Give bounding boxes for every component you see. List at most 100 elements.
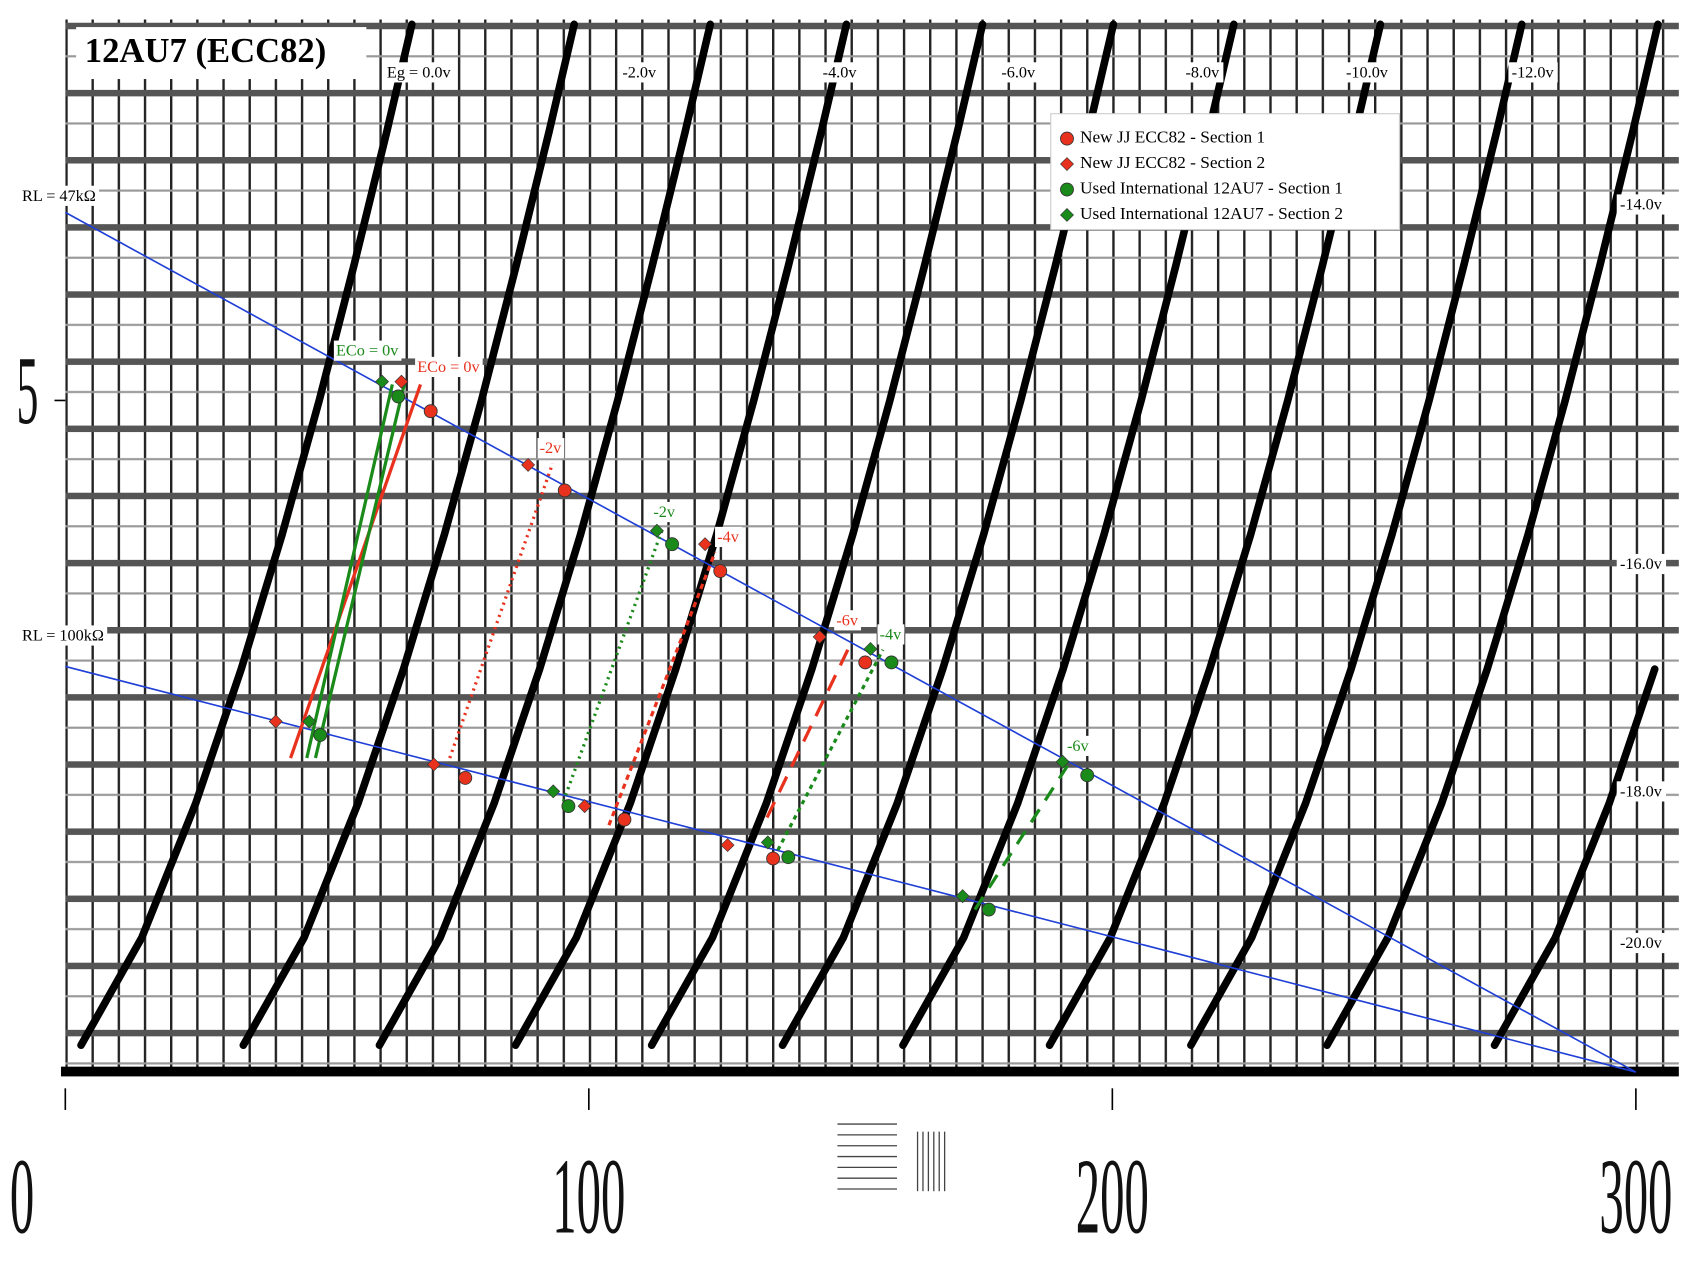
data-point [884, 655, 899, 670]
annotation: -2v [540, 439, 563, 457]
data-point [302, 714, 317, 729]
scan-grid [65, 19, 1679, 1073]
label-background [18, 185, 100, 206]
data-point [268, 714, 283, 729]
annotation: -6v [836, 611, 859, 629]
data-point [375, 374, 389, 389]
cutoff-line [765, 643, 852, 819]
load-line-label: RL = 100kΩ [22, 626, 104, 644]
label-background [819, 62, 861, 83]
data-point [955, 889, 970, 904]
annotation: -4v [717, 528, 740, 546]
data-point [665, 537, 680, 552]
curve-label: -2.0v [622, 63, 657, 81]
curve-label: -20.0v [1620, 934, 1663, 952]
grid-curve [1323, 20, 1662, 1050]
curve-label: -18.0v [1620, 782, 1663, 800]
grid-curve [239, 20, 578, 1050]
plot-area [77, 20, 1662, 1050]
data-point [698, 537, 713, 552]
load-line [64, 211, 1637, 1073]
label-background [383, 62, 455, 83]
label-background [651, 501, 679, 523]
curve-label: -6.0v [1001, 63, 1036, 81]
x-axis-line [60, 1066, 1679, 1077]
grid-curve [1490, 665, 1659, 1050]
load-line-label: RL = 47kΩ [22, 187, 96, 205]
curve-label: -10.0v [1346, 63, 1389, 81]
data-point [313, 727, 328, 742]
annotation: ECo = 0v [417, 358, 480, 376]
chart-title: 12AU7 (ECC82) [85, 32, 327, 70]
data-point [423, 404, 438, 419]
data-point [781, 850, 796, 865]
label-background [1508, 62, 1558, 83]
label-background [537, 438, 565, 459]
data-point [577, 799, 592, 814]
curve-label: -8.0v [1185, 63, 1220, 81]
data-point [1055, 754, 1070, 769]
curve-label: Eg = 0.0v [387, 63, 452, 81]
label-background [1064, 735, 1092, 757]
data-point [863, 641, 878, 656]
grid-curve [77, 20, 416, 1050]
data-point [858, 655, 873, 670]
legend-label: New JJ ECC82 - Section 2 [1080, 153, 1265, 172]
curve-label: -16.0v [1620, 555, 1663, 573]
cutoff-line [448, 462, 555, 759]
cutoff-line [305, 384, 394, 759]
data-point [561, 799, 576, 814]
grid-curve [647, 20, 987, 1050]
data-point [617, 812, 632, 827]
legend-label: Used International 12AU7 - Section 1 [1080, 178, 1343, 197]
data-point [713, 564, 728, 578]
data-point [981, 902, 996, 917]
annotation: -2v [653, 503, 676, 521]
legend-marker [1060, 157, 1074, 172]
legend-box [1050, 113, 1400, 231]
label-background [1342, 62, 1393, 83]
curve-label: -12.0v [1512, 63, 1555, 81]
curve-label: -14.0v [1620, 195, 1663, 213]
cutoff-line [289, 383, 423, 759]
legend-marker [1060, 207, 1074, 222]
x-tick-label: 0 [10, 1137, 34, 1257]
cutoff-line [776, 648, 885, 851]
label-background [715, 526, 742, 548]
x-tick-label: 100 [552, 1137, 625, 1257]
label-background [998, 62, 1040, 83]
data-point [1080, 768, 1095, 783]
cutoff-line [973, 757, 1074, 911]
data-point [720, 838, 735, 853]
data-point [394, 374, 409, 389]
data-point [391, 389, 406, 404]
data-point [546, 784, 561, 799]
cutoff-line [313, 384, 406, 759]
annotation: ECo = 0v [336, 342, 399, 360]
label-background [1616, 194, 1667, 215]
label-background [1616, 553, 1667, 575]
label-background [877, 624, 905, 645]
cutoff-line [607, 551, 717, 826]
data-point [557, 483, 572, 498]
test-pattern [837, 1123, 946, 1192]
title-background [76, 27, 367, 80]
label-background [834, 610, 862, 631]
legend-label: New JJ ECC82 - Section 1 [1080, 128, 1265, 147]
curve-label: -4.0v [823, 63, 858, 81]
label-background [1182, 62, 1224, 83]
label-background [415, 356, 483, 378]
data-point [760, 835, 775, 850]
label-background [1616, 781, 1667, 802]
legend-marker [1060, 182, 1074, 197]
label-background [333, 340, 402, 361]
x-tick-label: 200 [1076, 1137, 1149, 1257]
data-point [649, 523, 664, 538]
annotation: -4v [880, 625, 903, 643]
data-point [521, 457, 536, 472]
legend-label: Used International 12AU7 - Section 2 [1080, 204, 1343, 223]
data-point [458, 770, 473, 785]
data-point [426, 757, 441, 772]
